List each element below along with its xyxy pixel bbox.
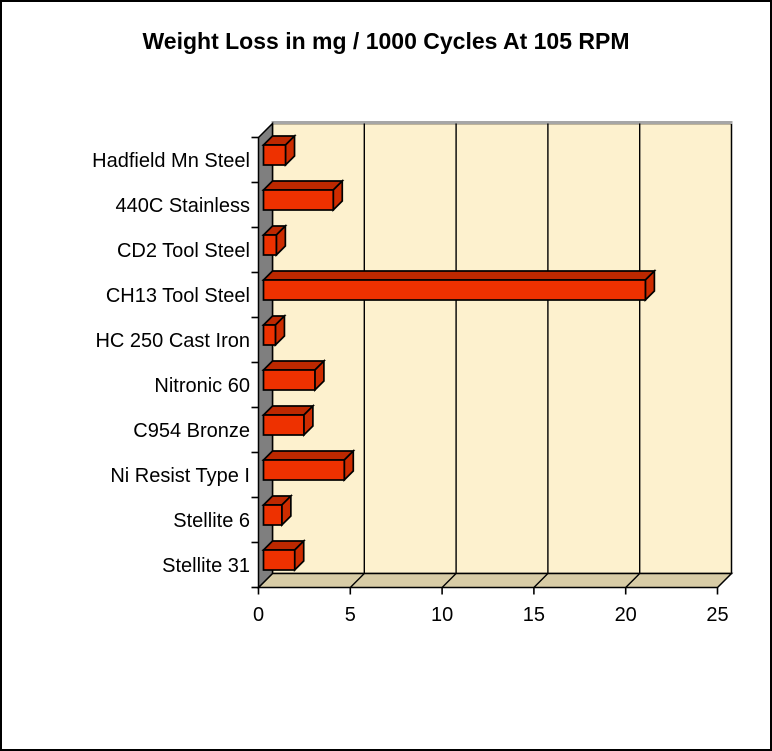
category-label: CD2 Tool Steel (117, 240, 250, 262)
bar-front-face (262, 414, 305, 436)
x-tick-label: 5 (345, 604, 356, 626)
bar-top-face (261, 450, 356, 461)
category-label: 440C Stainless (115, 195, 250, 217)
chart-title: Weight Loss in mg / 1000 Cycles At 105 R… (142, 28, 630, 54)
x-tick-label: 25 (706, 604, 728, 626)
category-label: Stellite 6 (173, 510, 250, 532)
bar-front-face (262, 189, 335, 211)
category-label: HC 250 Cast Iron (95, 330, 250, 352)
category-label: C954 Bronze (133, 420, 250, 442)
bar-front-face (262, 549, 296, 571)
category-label: Hadfield Mn Steel (92, 150, 250, 172)
bar-top-face (261, 180, 345, 191)
x-tick-label: 10 (431, 604, 453, 626)
bar-top-face (261, 360, 326, 371)
x-tick-label: 20 (615, 604, 637, 626)
category-label: CH13 Tool Steel (106, 285, 250, 307)
bar-front-face (262, 324, 277, 346)
plot-back-wall (271, 122, 733, 575)
category-label: Stellite 31 (162, 555, 250, 577)
category-label: Ni Resist Type I (110, 465, 250, 487)
bar-front-face (262, 234, 278, 256)
x-tick-label: 0 (253, 604, 264, 626)
bar-front-face (262, 504, 283, 526)
bar-front-face (262, 459, 346, 481)
category-label: Nitronic 60 (154, 375, 250, 397)
bar-top-face (261, 270, 657, 281)
x-tick-label: 15 (523, 604, 545, 626)
plot-floor (256, 572, 734, 589)
bar-front-face (262, 144, 287, 166)
bar-front-face (262, 369, 316, 391)
bar-front-face (262, 279, 647, 301)
